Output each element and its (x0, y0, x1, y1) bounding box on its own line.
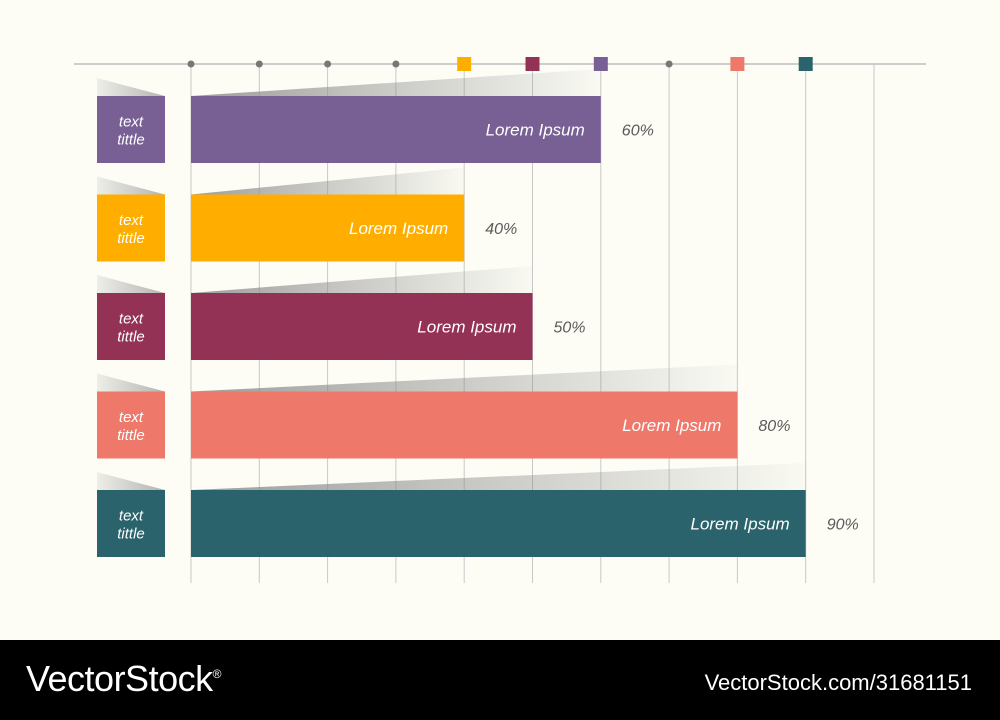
value-label: 40% (485, 221, 517, 238)
registered-mark: ® (212, 667, 222, 681)
image-reference: VectorStock.com/31681151 (704, 670, 972, 695)
value-label: 80% (758, 418, 790, 435)
tab-shadow (97, 176, 165, 195)
bar-shadow (191, 266, 533, 293)
axis-dot-marker (187, 60, 195, 68)
bar (191, 96, 601, 163)
bar-label: Lorem Ipsum (690, 515, 789, 534)
tab-shadow (97, 275, 165, 293)
bar (191, 391, 738, 459)
category-label: text tittle (117, 409, 145, 444)
axis-dot-marker (392, 60, 400, 68)
category-label-line: tittle (117, 526, 145, 543)
category-label-line: text (119, 114, 144, 131)
tab-shadow (97, 373, 165, 392)
bar-row: text tittle Lorem Ipsum 50% (97, 266, 586, 360)
category-tab (97, 293, 165, 360)
axis-square-marker (730, 57, 745, 71)
axis-square-marker (798, 57, 813, 71)
tab-shadow (97, 78, 165, 96)
tab-shadow (97, 472, 165, 490)
axis-square-marker (457, 57, 472, 71)
bar-row: text tittle Lorem Ipsum 90% (97, 463, 859, 557)
brand-logo: VectorStock® (26, 658, 221, 700)
category-tab (97, 194, 165, 262)
footer-banner: VectorStock® VectorStock.com/31681151 (0, 640, 1000, 720)
axis-square-marker (525, 57, 540, 71)
axis-dot-marker (665, 60, 673, 68)
category-label-line: text (119, 212, 144, 229)
category-label: text tittle (117, 114, 145, 149)
bar-label: Lorem Ipsum (417, 318, 516, 337)
category-label: text tittle (117, 311, 145, 346)
bar-shadow (191, 463, 806, 490)
category-label-line: text (119, 409, 144, 426)
category-label-line: tittle (117, 329, 145, 346)
bar-shadow (191, 167, 465, 195)
category-tab (97, 391, 165, 459)
bar-label: Lorem Ipsum (349, 219, 448, 238)
category-tab (97, 96, 165, 163)
axis-square-marker (593, 57, 608, 71)
bar-shadow (191, 69, 601, 96)
value-label: 90% (827, 517, 859, 534)
category-label-line: text (119, 508, 144, 525)
bar-label: Lorem Ipsum (486, 121, 585, 140)
bar-row: text tittle Lorem Ipsum 60% (97, 69, 654, 163)
category-label: text tittle (117, 212, 145, 247)
category-label-line: tittle (117, 427, 145, 444)
value-label: 50% (554, 320, 586, 337)
category-label-line: tittle (117, 230, 145, 247)
category-label: text tittle (117, 508, 145, 543)
bar-shadow (191, 364, 738, 392)
value-label: 60% (622, 123, 654, 140)
category-label-line: tittle (117, 132, 145, 149)
bar (191, 194, 465, 262)
category-label-line: text (119, 311, 144, 328)
brand-name: VectorStock (26, 658, 213, 699)
bar-label: Lorem Ipsum (622, 416, 721, 435)
bar-row: text tittle Lorem Ipsum 80% (97, 364, 790, 459)
category-tab (97, 490, 165, 557)
bar-row: text tittle Lorem Ipsum 40% (97, 167, 517, 262)
bar (191, 490, 806, 557)
axis-dot-marker (255, 60, 263, 68)
axis-dot-marker (324, 60, 332, 68)
bar (191, 293, 533, 360)
axis-markers (187, 57, 813, 71)
